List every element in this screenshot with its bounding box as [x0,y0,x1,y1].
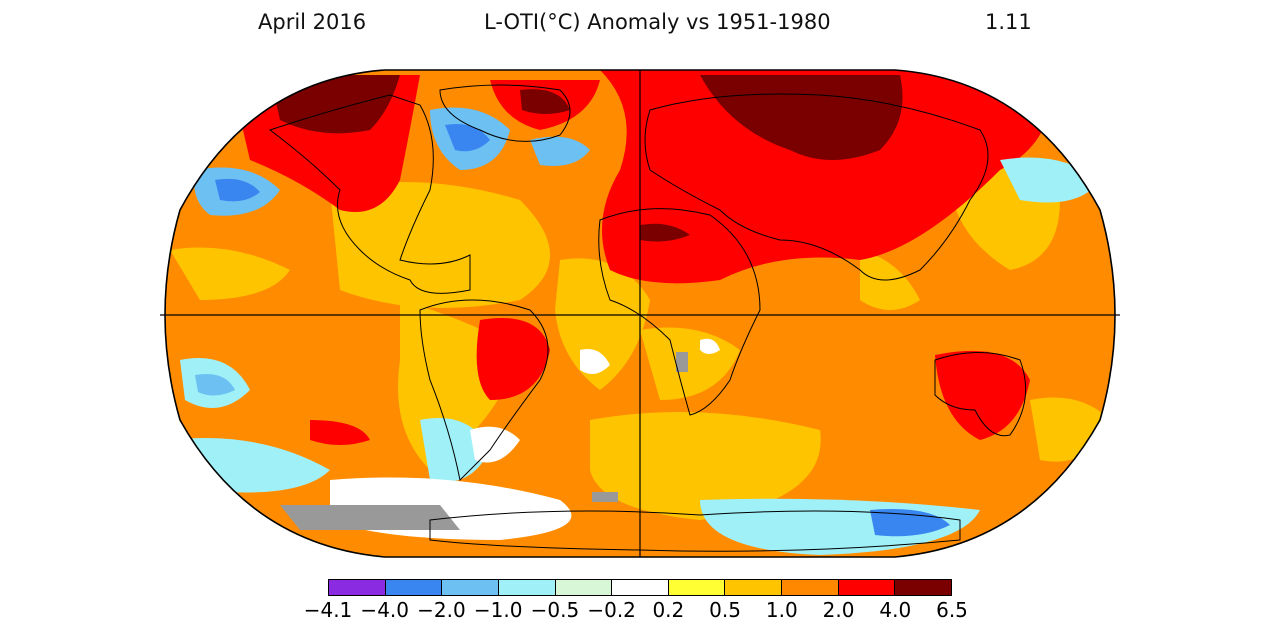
north-atlantic-warm-band [330,182,550,308]
labrador-sea-cold-core [445,124,490,152]
colorbar-tick-label: 0.5 [709,598,741,622]
colorbar-swatch [612,580,669,595]
colorbar-tick-label: 4.0 [879,598,912,622]
colorbar-swatch [385,580,443,595]
colorbar-swatch [838,580,896,595]
australia-hot-region [935,350,1030,440]
antarctica-outline [429,510,961,552]
colorbar-swatch [895,580,952,595]
south-america-outline [419,299,549,482]
north-atlantic-cool-patch [530,136,590,166]
colorbar-tick-label: 0.2 [652,598,685,622]
missing-data-africa [676,352,688,372]
eurasia-outline [644,93,989,281]
colorbar-swatch [555,580,613,595]
africa-neutral-spot [700,338,720,354]
colorbar-tick-label: 6.5 [936,598,968,622]
map-date: April 2016 [258,10,367,34]
antarctic-cold-core [870,509,950,537]
north-america-outline [268,94,471,294]
amazon-hot-region [476,318,550,400]
greenland-extreme-spot [520,89,570,114]
colorbar-tick-label: −2.0 [417,598,466,622]
southeast-pacific-cold-core [195,374,235,396]
sahara-extreme-spot [640,223,690,242]
colorbar-tick-label: −4.1 [303,598,353,622]
australia-outline [934,352,1027,437]
drake-passage-neutral [470,426,520,463]
missing-data-antarctic [280,505,460,530]
colorbar-tick-label: −0.2 [587,598,636,622]
greenland-outline [439,84,571,142]
colorbar-swatch [725,580,783,595]
tropical-atlantic-band [555,258,650,390]
colorbar [328,579,952,596]
africa-outline [598,208,761,416]
colorbar-swatch [668,580,726,595]
north-pacific-cold-core [215,178,260,202]
siberia-extreme-region [700,75,903,160]
atlantic-neutral-spot [580,349,610,374]
eurasia-hot-region [600,70,1052,284]
colorbar-labels: −4.1 −4.0 −2.0 −1.0 −0.5 −0.2 0.2 0.5 1.0 2.0 4.0 6… [0,598,1280,628]
colorbar-swatch [782,580,839,595]
colorbar-tick-label: −0.5 [530,598,580,622]
map-title: L-OTI(°C) Anomaly vs 1951-1980 [484,10,831,34]
colorbar-swatch [442,580,499,595]
coastlines [268,84,1027,552]
missing-data-weddell [592,492,618,502]
global-mean-anomaly: 1.11 [985,10,1032,34]
colorbar-tick-label: −1.0 [473,598,523,622]
colorbar-swatch [498,580,556,595]
colorbar-tick-label: 2.0 [822,598,855,622]
colorbar-tick-label: 1.0 [765,598,798,622]
map-border [164,69,1116,558]
colorbar-swatch [329,580,386,595]
east-pacific-band [170,247,290,300]
colorbar-tick-label: −4.0 [360,598,410,622]
south-pacific-hot-spot [310,420,370,445]
southern-ocean-band [590,412,821,520]
